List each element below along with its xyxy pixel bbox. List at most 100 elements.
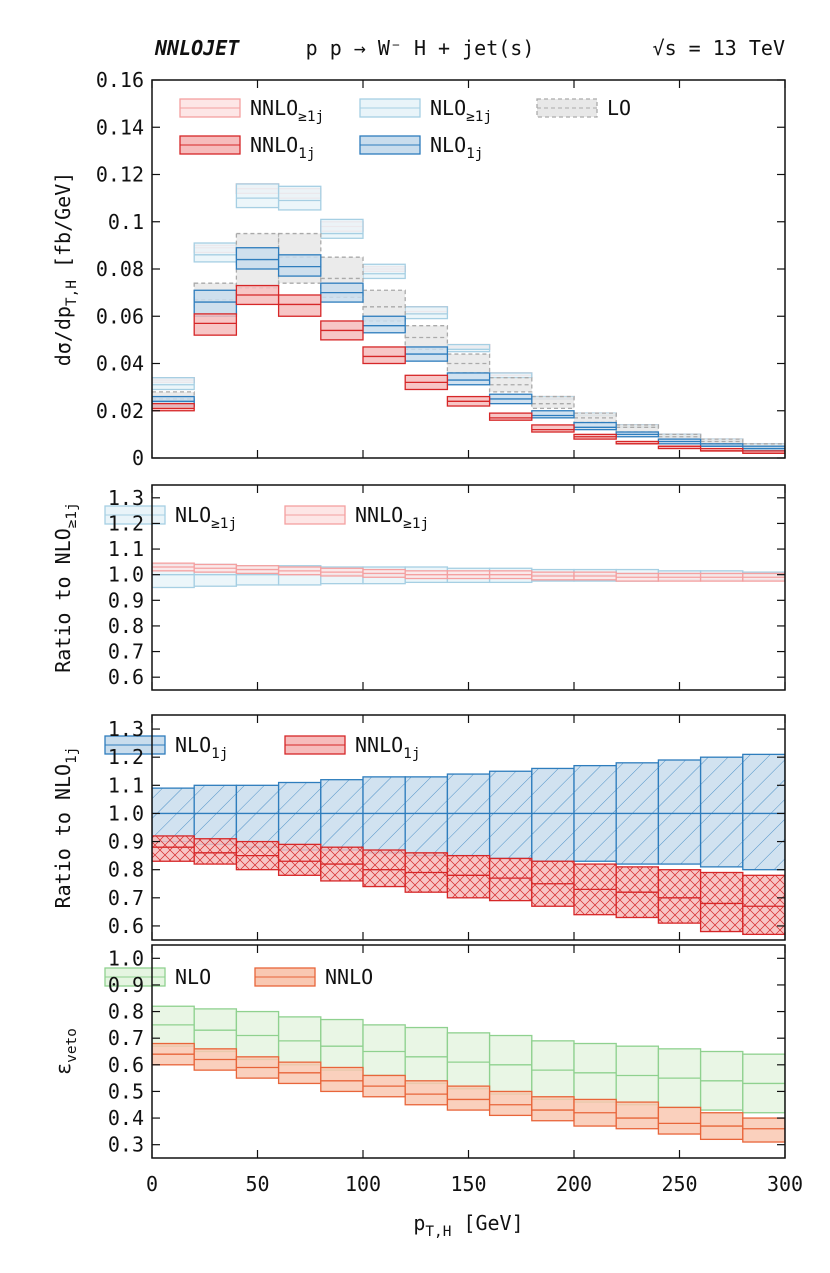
- y-tick-label: 0.02: [96, 399, 144, 423]
- band-hatch: [236, 785, 279, 848]
- y-tick-label: 0.9: [108, 830, 144, 854]
- band-hatch: [363, 850, 406, 887]
- subscript: T,H: [64, 280, 80, 306]
- process: p p → W⁻ H + jet(s): [306, 36, 535, 60]
- band-hatch: [489, 771, 532, 859]
- y-axis-label: εveto: [51, 1028, 80, 1075]
- band-hatch: [194, 838, 237, 865]
- subscript: 1j: [211, 746, 228, 762]
- band: [488, 372, 533, 379]
- band: [404, 1026, 449, 1085]
- y-tick-label: 0.9: [108, 973, 144, 997]
- band-hatch: [700, 757, 743, 867]
- y-tick-label: 1.2: [108, 511, 144, 535]
- label-part: NLO: [175, 965, 211, 989]
- band: [235, 247, 280, 270]
- y-tick-label: 0.6: [108, 1053, 144, 1077]
- band: [531, 395, 575, 410]
- band: [320, 218, 364, 239]
- label-part: Ratio to NLO: [51, 528, 75, 673]
- y-tick-label: 0.5: [108, 1079, 144, 1103]
- y-tick-label: 0.12: [96, 163, 144, 187]
- legend-label: NLO: [175, 965, 211, 989]
- subscript: ≥1j: [466, 109, 492, 125]
- y-tick-label: 1.0: [108, 801, 144, 825]
- y-tick-label: 1.2: [108, 745, 144, 769]
- subscript: veto: [64, 1028, 80, 1063]
- band-hatch: [278, 844, 321, 876]
- band-hatch: [742, 754, 785, 870]
- band-hatch: [447, 774, 490, 856]
- band: [320, 1066, 364, 1093]
- legend-label: NNLO: [325, 965, 373, 989]
- label-part: Ratio to NLO: [51, 764, 75, 909]
- frame: [151, 484, 786, 691]
- legend-label: NNLO≥1j: [355, 503, 429, 532]
- y-tick-label: 0.8: [108, 1000, 144, 1024]
- y-tick-label: 0.14: [96, 115, 144, 139]
- band: [446, 372, 491, 386]
- x-tick-label: 0: [146, 1172, 158, 1196]
- legend-label: NLO≥1j: [430, 96, 492, 125]
- legend-label: NNLO1j: [250, 133, 316, 162]
- band: [277, 254, 322, 277]
- y-tick-label: 0.6: [108, 665, 144, 689]
- band-hatch: [742, 875, 785, 935]
- y-tick-label: 0.8: [108, 614, 144, 638]
- plot-area: [152, 1005, 785, 1143]
- label-part: NNLO: [355, 733, 403, 757]
- y-axis-label: dσ/dpT,H [fb/GeV]: [51, 172, 80, 367]
- y-tick-label: 0.1: [108, 210, 144, 234]
- band: [742, 1117, 785, 1143]
- y-tick-label: 1.3: [108, 717, 144, 741]
- band-hatch: [320, 779, 363, 850]
- y-tick-label: 1.1: [108, 773, 144, 797]
- subscript: T,H: [425, 1224, 451, 1240]
- y-tick-label: 0.7: [108, 1026, 144, 1050]
- band: [573, 421, 617, 431]
- band-hatch: [447, 855, 490, 898]
- label-part: NLO: [430, 96, 466, 120]
- y-tick-label: 0.7: [108, 640, 144, 664]
- band-hatch: [278, 782, 321, 850]
- band: [531, 1096, 575, 1122]
- band-hatch: [489, 858, 532, 901]
- legend-label: NLO≥1j: [175, 503, 237, 532]
- x-axis-label: pT,H [GeV]: [413, 1211, 523, 1240]
- band: [404, 306, 449, 320]
- x-tick-label: 200: [556, 1172, 592, 1196]
- energy: √s = 13 TeV: [653, 36, 785, 60]
- band: [362, 346, 406, 365]
- y-tick-label: 0.8: [108, 858, 144, 882]
- label-part: ε: [51, 1063, 75, 1075]
- band-hatch: [194, 785, 237, 845]
- label-part: p: [413, 1211, 425, 1235]
- band: [193, 242, 238, 263]
- band: [193, 313, 238, 336]
- subscript: 1j: [466, 146, 483, 162]
- y-tick-label: 0.9: [108, 588, 144, 612]
- y-tick-label: 0.6: [108, 914, 144, 938]
- label-part: NNLO: [325, 965, 373, 989]
- band: [446, 1032, 491, 1090]
- band: [531, 410, 575, 419]
- label-part: NNLO: [250, 133, 298, 157]
- label-part: NLO: [430, 133, 466, 157]
- band: [446, 343, 491, 353]
- subscript: ≥1j: [211, 516, 237, 532]
- y-tick-label: 0.3: [108, 1133, 144, 1157]
- x-tick-label: 100: [345, 1172, 381, 1196]
- y-tick-label: 1.0: [108, 563, 144, 587]
- band: [615, 1101, 660, 1130]
- y-tick-label: 0.16: [96, 68, 144, 92]
- subscript: ≥1j: [403, 516, 429, 532]
- x-tick-label: 300: [767, 1172, 803, 1196]
- legend-label: NNLO≥1j: [250, 96, 324, 125]
- y-axis-label: Ratio to NLO1j: [51, 747, 80, 909]
- y-tick-label: 0.7: [108, 886, 144, 910]
- band: [488, 1090, 533, 1117]
- plot-area: [152, 183, 785, 454]
- band-hatch: [700, 872, 743, 932]
- y-tick-label: 0.06: [96, 304, 144, 328]
